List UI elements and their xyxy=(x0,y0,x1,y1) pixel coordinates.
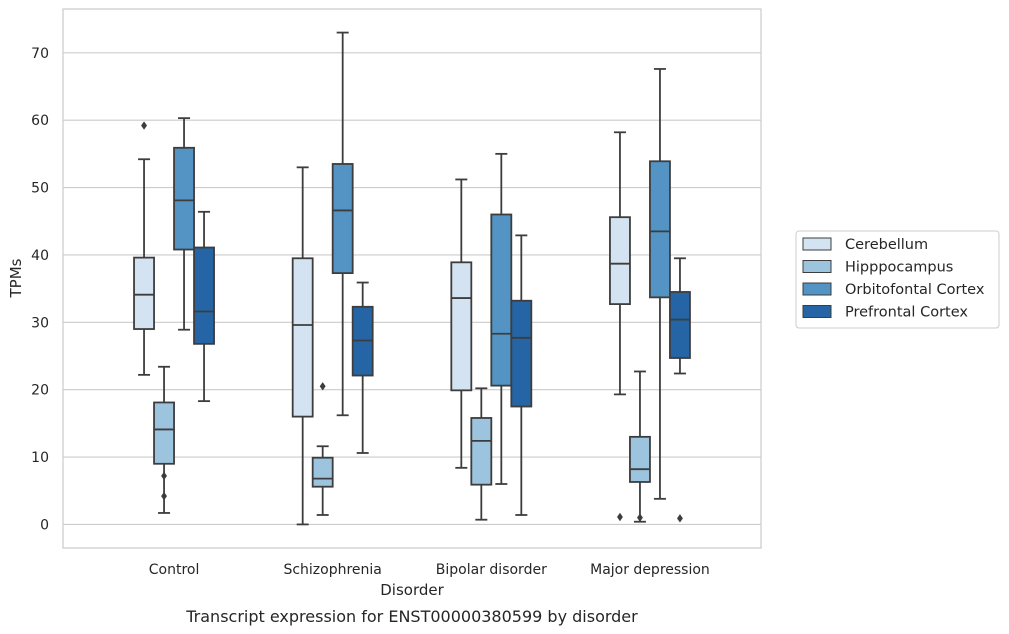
box-iqr xyxy=(133,256,155,330)
box-hipppocampus xyxy=(311,382,334,516)
y-tick-label: 30 xyxy=(31,315,49,331)
legend-swatch xyxy=(802,260,832,273)
outlier-point xyxy=(161,491,167,501)
box-cerebellum xyxy=(450,178,473,469)
outlier-point xyxy=(617,512,623,522)
box-iqr xyxy=(311,456,334,488)
box-iqr xyxy=(331,163,354,275)
outlier-point xyxy=(319,382,326,391)
legend-frame xyxy=(795,230,1000,329)
x-tick-labels: Control Schizophrenia Bipolar disorder Majo… xyxy=(149,562,710,578)
box-groups xyxy=(133,31,691,526)
box-iqr xyxy=(609,216,631,306)
y-tick-label: 0 xyxy=(40,517,49,533)
box-orbitofontal-cortex xyxy=(649,68,671,500)
box-hipppocampus xyxy=(153,365,175,514)
legend-swatch xyxy=(802,282,832,296)
outlier-point xyxy=(637,513,643,522)
box-iqr xyxy=(490,213,513,387)
outlier-point xyxy=(141,121,147,130)
legend: Cerebellum Hipppocampus Orbitofontal Corte… xyxy=(795,230,1000,329)
box-cerebellum xyxy=(291,166,314,526)
box-iqr xyxy=(510,299,533,408)
y-tick-label: 60 xyxy=(31,113,49,129)
x-tick-label: Control xyxy=(149,562,200,578)
legend-swatch xyxy=(802,237,832,251)
y-tick-label: 70 xyxy=(31,46,49,62)
box-hipppocampus xyxy=(470,387,493,521)
x-tick-label: Schizophrenia xyxy=(283,562,381,578)
box-prefrontal-cortex xyxy=(351,281,374,454)
y-tick-labels: 0 10 20 30 40 50 60 70 xyxy=(31,46,49,534)
box-iqr xyxy=(669,291,691,359)
y-tick-label: 50 xyxy=(31,181,49,197)
outlier-point xyxy=(677,514,683,523)
box-iqr xyxy=(450,261,473,392)
box-orbitofontal-cortex xyxy=(173,117,195,331)
outlier-point xyxy=(161,471,167,481)
legend-label: Cerebellum xyxy=(845,237,928,253)
box-hipppocampus xyxy=(629,370,651,523)
x-tick-label: Bipolar disorder xyxy=(436,562,547,578)
x-tick-label: Major depression xyxy=(590,562,710,578)
box-iqr xyxy=(193,246,215,345)
plot-frame xyxy=(62,8,762,549)
legend-label: Hipppocampus xyxy=(845,260,953,276)
box-iqr xyxy=(291,257,314,418)
box-orbitofontal-cortex xyxy=(490,152,513,485)
box-prefrontal-cortex xyxy=(510,234,533,516)
box-iqr xyxy=(629,435,651,483)
box-iqr xyxy=(470,417,493,486)
figure-caption: Transcript expression for ENST0000038059… xyxy=(185,607,638,626)
box-iqr xyxy=(173,146,195,251)
box-orbitofontal-cortex xyxy=(331,31,354,417)
box-cerebellum xyxy=(609,131,631,522)
x-axis-label: Disorder xyxy=(380,581,444,599)
box-iqr xyxy=(649,160,671,299)
box-cerebellum xyxy=(133,121,155,376)
box-iqr xyxy=(153,401,175,465)
box-prefrontal-cortex xyxy=(193,210,215,403)
y-tick-label: 40 xyxy=(31,248,49,264)
y-tick-label: 20 xyxy=(31,383,49,399)
legend-swatch xyxy=(802,305,832,318)
legend-label: Orbitofontal Cortex xyxy=(845,282,985,298)
y-axis-label: TPMs xyxy=(7,258,25,298)
y-tick-label: 10 xyxy=(31,450,49,466)
box-prefrontal-cortex xyxy=(669,257,691,523)
legend-label: Prefrontal Cortex xyxy=(845,305,968,321)
